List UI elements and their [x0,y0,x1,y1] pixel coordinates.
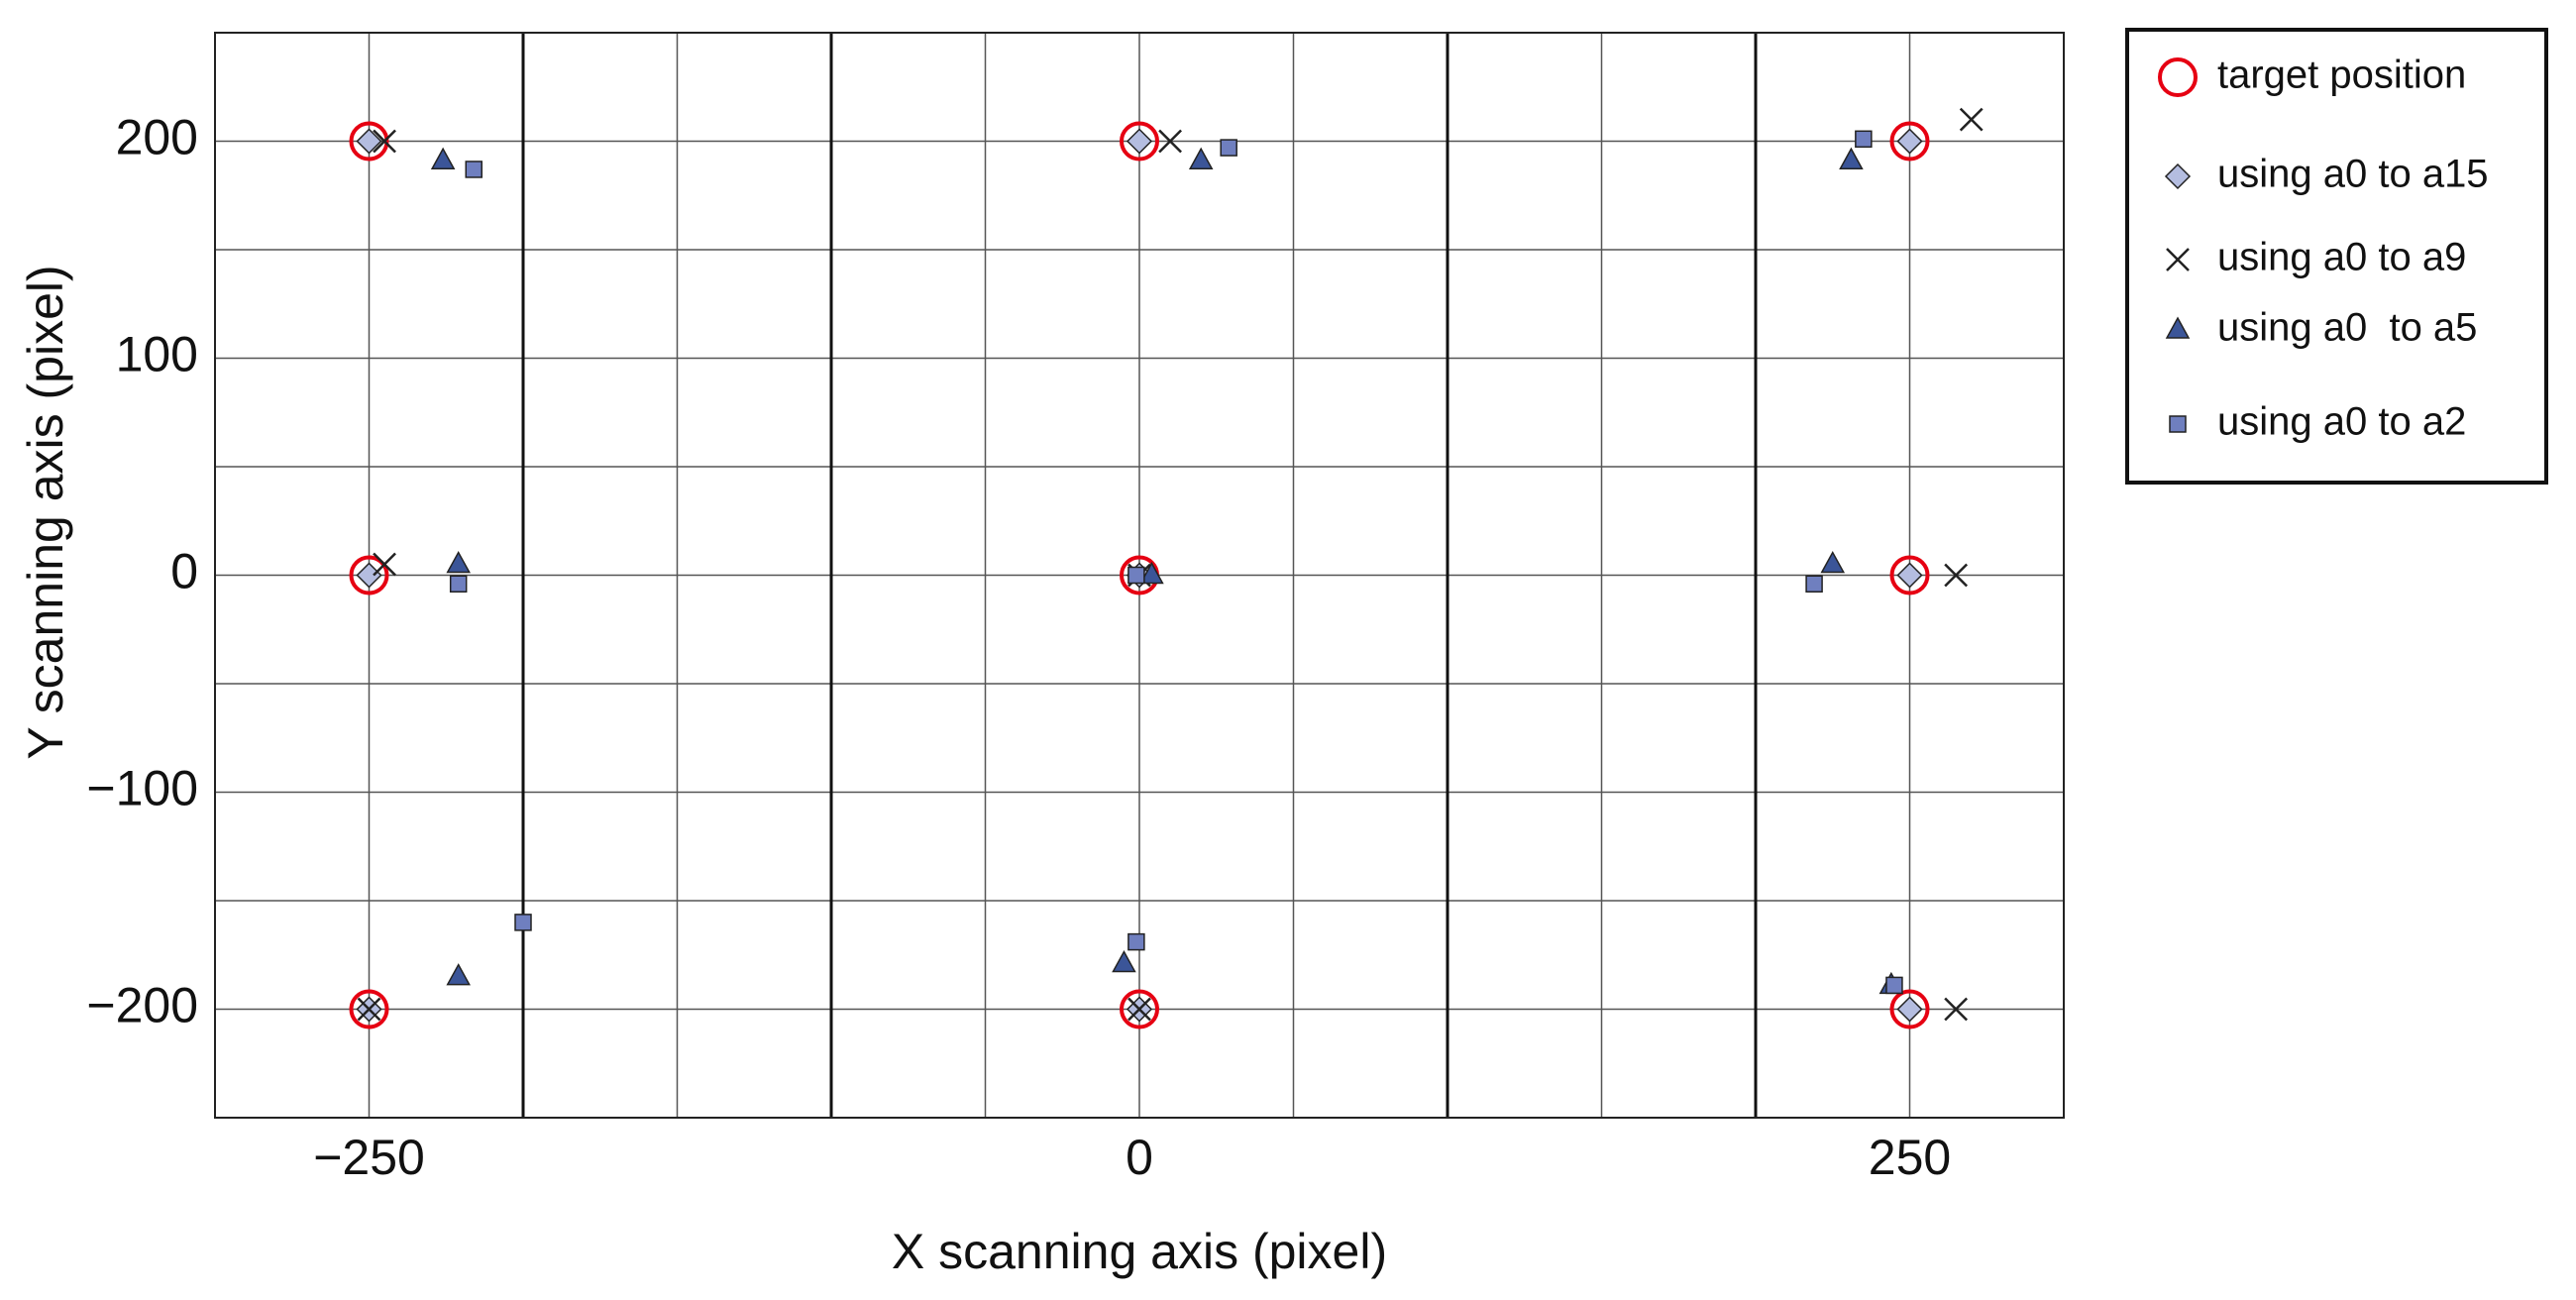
legend-marker [2158,57,2198,97]
legend-label: using a0 to a5 [2217,306,2477,350]
point [349,989,389,1029]
point [349,555,389,596]
point [1855,130,1873,149]
point [349,121,389,162]
point [446,963,471,986]
point [1188,147,1214,169]
point [356,562,382,589]
point [514,914,532,931]
legend-box [2125,28,2548,485]
point [1220,139,1237,157]
y-tick-label: −200 [86,978,198,1033]
plot-frame [214,32,2065,1119]
point [1158,129,1182,154]
legend-marker [2169,415,2187,433]
y-tick-label: 200 [116,110,198,165]
point [446,550,471,574]
point [1889,121,1930,162]
y-tick-label: −100 [86,761,198,816]
legend-marker [2164,162,2192,190]
point [465,161,483,178]
point [1127,566,1145,585]
point [1944,997,1969,1022]
point [373,552,396,577]
legend-marker [2166,248,2190,271]
point [1112,949,1136,973]
point [357,997,381,1022]
point [373,129,396,154]
x-axis-label: X scanning axis (pixel) [892,1224,1387,1279]
point [1889,555,1930,596]
point [1820,550,1846,574]
point [1959,107,1984,132]
x-tick-label: 0 [1126,1130,1153,1185]
point [1896,562,1923,589]
point [1885,976,1903,995]
x-tick-label: −250 [313,1130,425,1185]
y-tick-label: 0 [170,544,198,599]
point [430,147,456,169]
y-tick-label: 100 [116,327,198,382]
point [1889,989,1930,1029]
point [1839,147,1864,169]
point [1120,121,1159,162]
point [1805,575,1823,594]
point [1896,128,1923,155]
point [1944,563,1969,588]
legend-label: using a0 to a15 [2217,153,2489,196]
legend-marker [2165,316,2191,339]
point [1126,128,1153,155]
y-axis-label: Y scanning axis (pixel) [18,265,73,759]
legend-label: target position [2217,54,2466,97]
point [449,575,468,594]
point [1127,932,1145,951]
legend-label: using a0 to a2 [2217,400,2466,444]
legend-label: using a0 to a9 [2217,236,2466,279]
point [1896,996,1923,1023]
point [356,128,382,155]
point [1139,561,1164,585]
point [1127,997,1151,1022]
x-tick-label: 250 [1869,1130,1951,1185]
point [1120,989,1159,1029]
